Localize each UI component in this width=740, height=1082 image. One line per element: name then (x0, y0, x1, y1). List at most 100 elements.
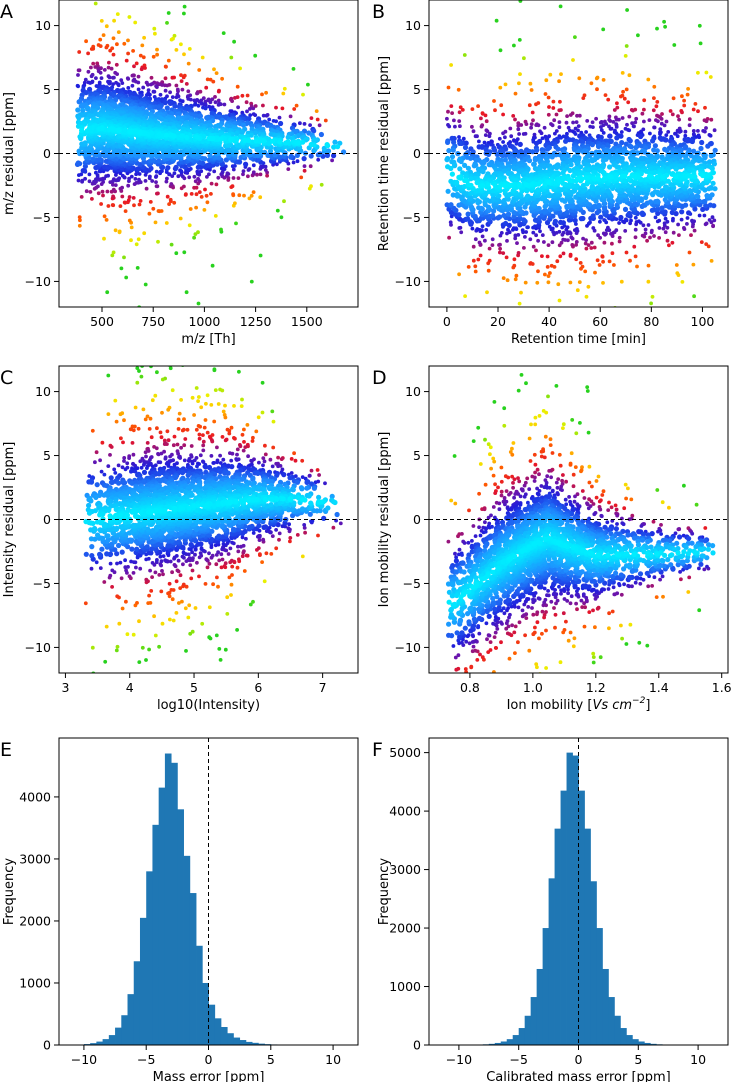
scatter-point (100, 189, 105, 194)
scatter-point (684, 138, 691, 144)
scatter-point (176, 174, 181, 179)
scatter-point (692, 294, 696, 299)
scatter-point (672, 43, 677, 47)
scatter-point (253, 53, 258, 58)
scatter-point (675, 134, 680, 139)
scatter-point (75, 160, 81, 166)
scatter-point (654, 104, 659, 109)
scatter-point (325, 148, 332, 154)
scatter-point (584, 294, 589, 299)
scatter-point (574, 257, 579, 262)
scatter-point (594, 76, 599, 81)
scatter-point (457, 166, 463, 172)
scatter-point (555, 259, 560, 264)
scatter-point (120, 173, 125, 178)
scatter-point (673, 166, 679, 172)
scatter-point (526, 158, 533, 164)
x-tick-label: 750 (141, 314, 165, 329)
x-tick-label: 500 (90, 314, 114, 329)
scatter-point (548, 271, 552, 275)
scatter-point (712, 147, 718, 153)
scatter-point (625, 8, 629, 12)
scatter-point (572, 217, 578, 223)
scatter-point (641, 223, 646, 228)
scatter-point (535, 197, 541, 203)
scatter-point (598, 219, 602, 224)
scatter-point (659, 209, 665, 215)
scatter-point (146, 88, 151, 92)
scatter-point (480, 234, 485, 239)
scatter-point (462, 53, 467, 57)
scatter-point (547, 224, 552, 229)
scatter-point (308, 164, 313, 169)
scatter-point (531, 118, 535, 123)
scatter-point (108, 48, 113, 53)
scatter-point (689, 138, 696, 145)
scatter-point (172, 200, 177, 205)
scatter-point (531, 230, 536, 235)
scatter-point (126, 320, 130, 324)
scatter-point (568, 128, 572, 133)
scatter-point (509, 134, 514, 139)
scatter-point (568, 252, 573, 257)
scatter-point (547, 206, 553, 212)
scatter-point (249, 279, 254, 284)
scatter-point (566, 125, 571, 130)
scatter-point (267, 117, 272, 122)
scatter-point (677, 233, 681, 238)
scatter-point (683, 133, 688, 138)
scatter-point (614, 135, 620, 141)
scatter-point (163, 76, 168, 81)
scatter-point (575, 150, 581, 156)
scatter-point (529, 122, 534, 126)
scatter-point (116, 83, 121, 88)
scatter-point (583, 241, 588, 246)
scatter-point (573, 35, 577, 39)
scatter-point (106, 173, 110, 178)
scatter-point (265, 173, 269, 178)
scatter-point (602, 218, 607, 222)
scatter-point (155, 47, 159, 52)
scatter-point (167, 202, 172, 207)
scatter-point (682, 226, 686, 230)
scatter-point (266, 136, 272, 142)
scatter-point (188, 97, 193, 102)
scatter-point (160, 83, 165, 87)
scatter-point (550, 240, 555, 245)
scatter-point (671, 96, 676, 101)
scatter-point (302, 122, 307, 126)
scatter-point (449, 63, 453, 67)
scatter-point (448, 220, 453, 225)
scatter-point (148, 200, 153, 204)
scatter-point (612, 310, 616, 314)
scatter-point (182, 52, 186, 57)
scatter-point (470, 107, 475, 111)
scatter-point (627, 128, 632, 133)
scatter-point (528, 261, 533, 265)
scatter-point (696, 109, 700, 114)
scatter-point (233, 96, 237, 100)
scatter-point (511, 226, 516, 231)
scatter-point (194, 134, 200, 140)
scatter-point (635, 264, 639, 269)
scatter-point (689, 233, 693, 238)
scatter-point (540, 233, 545, 238)
scatter-point (127, 176, 131, 181)
scatter-point (126, 77, 131, 81)
scatter-point (243, 161, 249, 167)
scatter-point (584, 246, 589, 251)
scatter-point (130, 73, 135, 78)
scatter-point (216, 175, 221, 180)
scatter-point (632, 124, 636, 129)
scatter-point (152, 383, 156, 387)
scatter-point (524, 230, 528, 234)
scatter-point (136, 74, 141, 79)
scatter-point (261, 138, 267, 144)
scatter-point (574, 240, 579, 244)
scatter-point (115, 72, 119, 76)
scatter-point (459, 194, 465, 200)
scatter-point (122, 41, 127, 46)
scatter-point (574, 120, 579, 124)
scatter-point (685, 216, 690, 220)
scatter-point (650, 294, 655, 299)
